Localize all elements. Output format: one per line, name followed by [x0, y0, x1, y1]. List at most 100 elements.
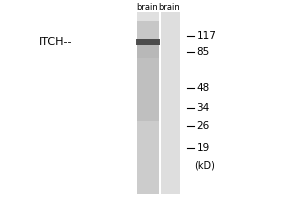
- Bar: [160, 31, 180, 32]
- Bar: [136, 108, 159, 109]
- Bar: [160, 21, 180, 22]
- Bar: [160, 63, 180, 64]
- Bar: [160, 152, 180, 153]
- Bar: [160, 37, 180, 38]
- Bar: [160, 62, 180, 63]
- Bar: [160, 193, 180, 194]
- Bar: [160, 125, 180, 126]
- Bar: [160, 149, 180, 150]
- Bar: [160, 136, 180, 137]
- Bar: [136, 119, 159, 120]
- Bar: [160, 187, 180, 188]
- Bar: [136, 171, 159, 172]
- Bar: [160, 137, 180, 138]
- Bar: [136, 87, 159, 88]
- Bar: [136, 29, 159, 30]
- Bar: [136, 54, 159, 55]
- Bar: [136, 159, 159, 160]
- Bar: [160, 53, 180, 54]
- Bar: [136, 26, 159, 27]
- Bar: [136, 24, 159, 25]
- Bar: [160, 164, 180, 165]
- Bar: [136, 120, 159, 121]
- Bar: [136, 58, 159, 59]
- Bar: [160, 13, 180, 14]
- Bar: [160, 42, 180, 43]
- Bar: [136, 73, 159, 74]
- Bar: [136, 128, 159, 129]
- Bar: [136, 33, 159, 34]
- Bar: [160, 146, 180, 147]
- Bar: [160, 168, 180, 169]
- Bar: [160, 65, 180, 66]
- Bar: [136, 21, 159, 22]
- Bar: [136, 93, 159, 94]
- Bar: [136, 13, 159, 14]
- Bar: [160, 26, 180, 27]
- Bar: [160, 90, 180, 91]
- Bar: [160, 43, 180, 44]
- Bar: [136, 72, 159, 73]
- Bar: [160, 41, 180, 42]
- Bar: [136, 71, 159, 72]
- Bar: [160, 71, 180, 72]
- Bar: [160, 105, 180, 106]
- Bar: [136, 169, 159, 170]
- Bar: [160, 93, 180, 94]
- Bar: [160, 18, 180, 19]
- Bar: [160, 96, 180, 97]
- Bar: [160, 29, 180, 30]
- Bar: [136, 168, 159, 169]
- Bar: [136, 126, 159, 127]
- Bar: [136, 141, 159, 142]
- Bar: [136, 94, 159, 95]
- Bar: [160, 116, 180, 117]
- Bar: [160, 173, 180, 174]
- Bar: [136, 107, 159, 108]
- Bar: [136, 113, 159, 114]
- Bar: [136, 43, 159, 44]
- Bar: [160, 138, 180, 139]
- Bar: [136, 188, 159, 189]
- Bar: [160, 20, 180, 21]
- Bar: [160, 165, 180, 166]
- Bar: [160, 118, 180, 119]
- Bar: [160, 67, 180, 68]
- Bar: [136, 147, 159, 148]
- Bar: [160, 76, 180, 77]
- Bar: [136, 68, 159, 69]
- Bar: [160, 166, 180, 167]
- Bar: [136, 56, 159, 57]
- Bar: [160, 139, 180, 140]
- Bar: [136, 127, 159, 128]
- Bar: [160, 142, 180, 143]
- Bar: [160, 148, 180, 149]
- Bar: [160, 58, 180, 59]
- Bar: [160, 44, 180, 45]
- Bar: [136, 38, 159, 39]
- Bar: [136, 192, 159, 193]
- Bar: [160, 17, 180, 18]
- Bar: [160, 179, 180, 180]
- Bar: [136, 153, 159, 154]
- Bar: [136, 116, 159, 117]
- Bar: [160, 158, 180, 159]
- Bar: [160, 50, 180, 51]
- Bar: [136, 57, 159, 58]
- Bar: [136, 115, 159, 116]
- Bar: [136, 170, 159, 171]
- Bar: [136, 112, 159, 113]
- Bar: [160, 28, 180, 29]
- Bar: [160, 46, 180, 47]
- Bar: [136, 125, 159, 126]
- Bar: [160, 57, 180, 58]
- Bar: [160, 144, 180, 145]
- Bar: [160, 122, 180, 123]
- Bar: [136, 84, 159, 85]
- Bar: [160, 70, 180, 71]
- Bar: [160, 177, 180, 178]
- Bar: [160, 155, 180, 156]
- Bar: [136, 36, 159, 37]
- Bar: [136, 179, 159, 180]
- Bar: [160, 84, 180, 85]
